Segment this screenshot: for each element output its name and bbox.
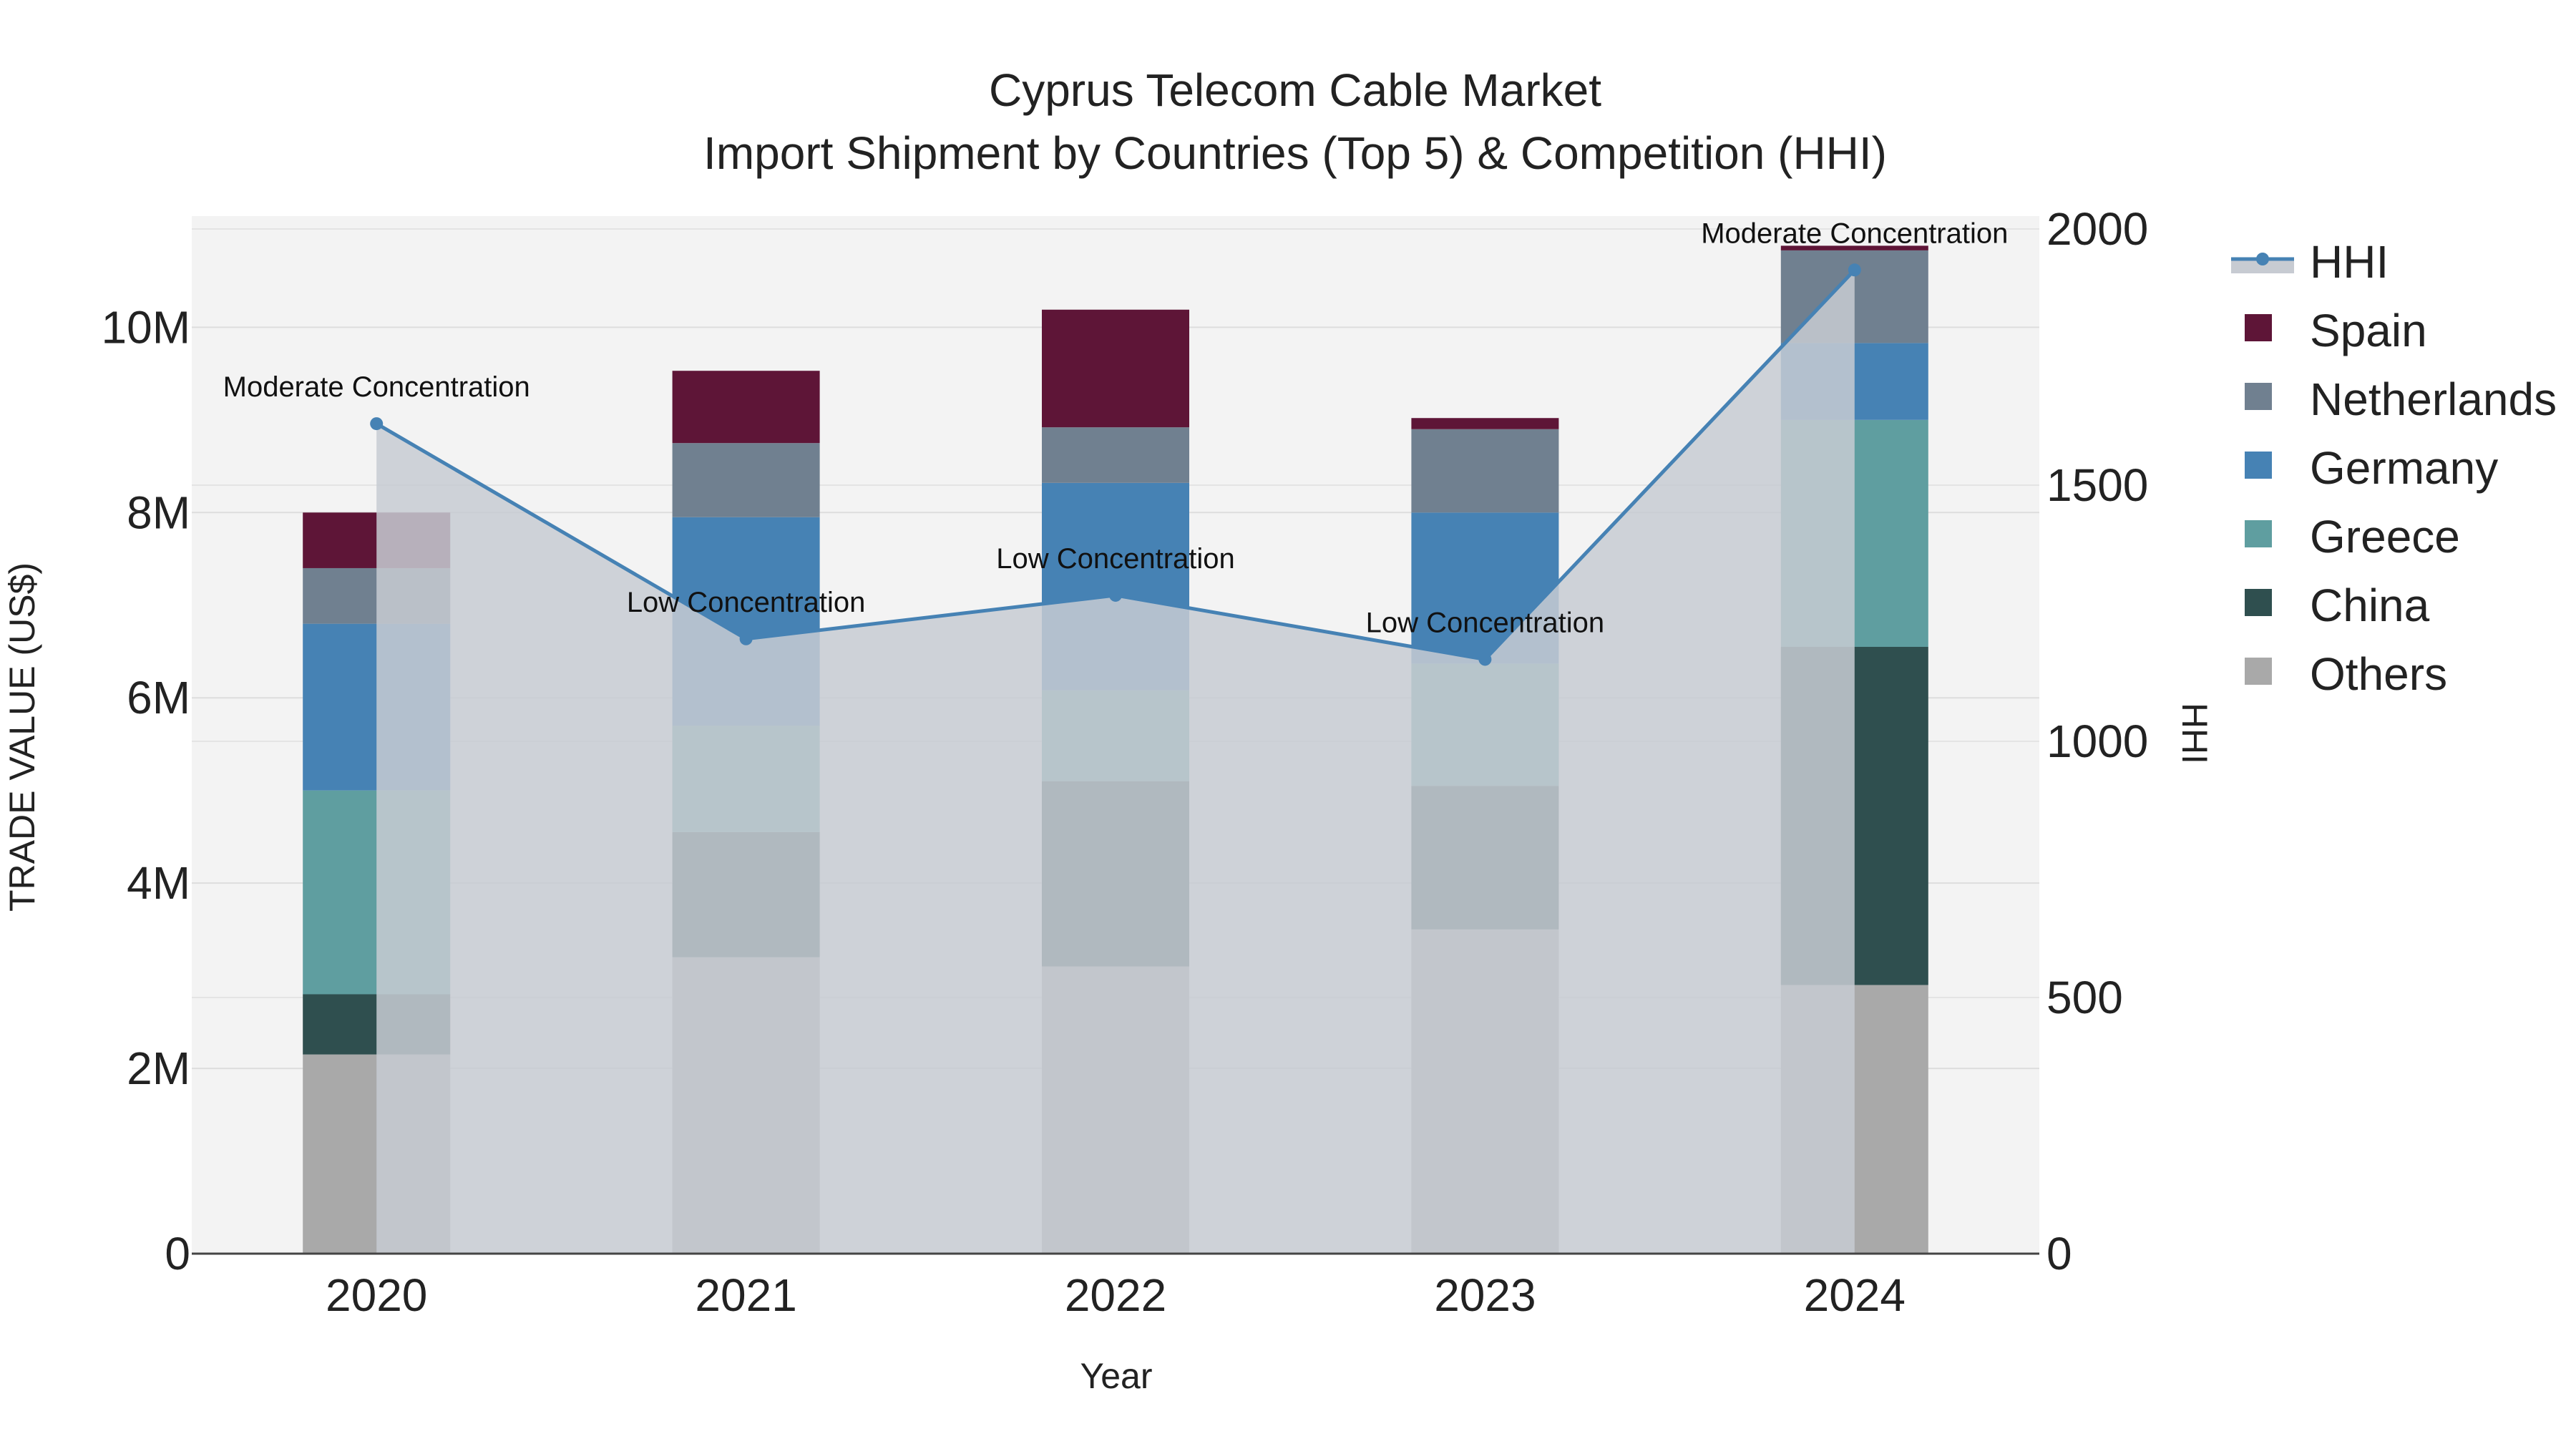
legend-label-china[interactable]: China xyxy=(2310,580,2430,631)
y2-tick-label: 0 xyxy=(2046,1228,2072,1279)
legend: HHI Spain Netherlands Germany Greece China Oth… xyxy=(2231,236,2557,700)
legend-label-greece[interactable]: Greece xyxy=(2310,511,2460,562)
y-tick-label: 4M xyxy=(127,857,190,909)
y-tick-label: 8M xyxy=(127,487,190,538)
bar-spain-2023 xyxy=(1411,418,1559,429)
bar-spain-2022 xyxy=(1042,309,1189,428)
y-tick-label: 10M xyxy=(102,301,191,353)
legend-swatch-china xyxy=(2245,589,2272,616)
legend-swatch-hhi-marker xyxy=(2256,253,2269,265)
y-tick-label: 2M xyxy=(127,1043,190,1094)
x-axis-title: Year xyxy=(1080,1356,1152,1396)
y-axis-title: TRADE VALUE (US$) xyxy=(2,562,42,912)
bar-netherlands-2022 xyxy=(1042,427,1189,483)
legend-swatch-spain xyxy=(2245,314,2272,341)
hhi-point-2022 xyxy=(1109,588,1122,602)
legend-swatch-netherlands xyxy=(2245,383,2272,410)
hhi-point-2024 xyxy=(1848,263,1861,277)
bar-netherlands-2021 xyxy=(672,443,820,517)
legend-label-netherlands[interactable]: Netherlands xyxy=(2310,374,2557,425)
legend-label-hhi[interactable]: HHI xyxy=(2310,236,2389,288)
hhi-annotation-2023: Low Concentration xyxy=(1366,607,1605,638)
x-tick-label: 2022 xyxy=(1065,1269,1166,1321)
hhi-annotation-2020: Moderate Concentration xyxy=(223,371,530,403)
hhi-point-2020 xyxy=(370,417,384,431)
legend-swatch-germany xyxy=(2245,452,2272,479)
bar-netherlands-2023 xyxy=(1411,429,1559,513)
chart-title-line1: Cyprus Telecom Cable Market xyxy=(989,64,1601,116)
y2-tick-label: 500 xyxy=(2046,972,2123,1023)
y2-tick-label: 1500 xyxy=(2046,459,2148,511)
x-tick-label: 2020 xyxy=(326,1269,427,1321)
legend-swatch-greece xyxy=(2245,520,2272,547)
hhi-annotation-2021: Low Concentration xyxy=(627,587,866,618)
legend-label-others[interactable]: Others xyxy=(2310,648,2447,700)
x-tick-label: 2021 xyxy=(695,1269,796,1321)
axes: 0 2M 4M 6M 8M 10M 0 500 1000 1500 2000 2020 2021 2022… xyxy=(102,203,2149,1321)
hhi-point-2021 xyxy=(739,632,753,645)
legend-label-germany[interactable]: Germany xyxy=(2310,442,2498,494)
y2-tick-label: 1000 xyxy=(2046,716,2148,767)
bar-spain-2024 xyxy=(1780,245,1928,250)
bar-spain-2021 xyxy=(672,371,820,444)
y-tick-label: 0 xyxy=(165,1228,190,1279)
chart-title-line2: Import Shipment by Countries (Top 5) & C… xyxy=(703,127,1887,179)
x-tick-label: 2023 xyxy=(1434,1269,1536,1321)
hhi-point-2023 xyxy=(1478,653,1492,666)
hhi-annotation-2022: Low Concentration xyxy=(996,543,1235,575)
hhi-annotation-2024: Moderate Concentration xyxy=(1701,218,2008,249)
legend-label-spain[interactable]: Spain xyxy=(2310,305,2427,356)
hhi-series: Moderate Concentration Low Concentration L… xyxy=(223,218,2008,1254)
y-tick-label: 6M xyxy=(127,672,190,723)
y2-tick-label: 2000 xyxy=(2046,203,2148,255)
legend-swatch-others xyxy=(2245,658,2272,685)
y2-axis-title: HHI xyxy=(2175,703,2215,764)
legend-swatch-hhi-area xyxy=(2231,259,2294,273)
hhi-area xyxy=(376,270,1855,1254)
x-tick-label: 2024 xyxy=(1804,1269,1906,1321)
